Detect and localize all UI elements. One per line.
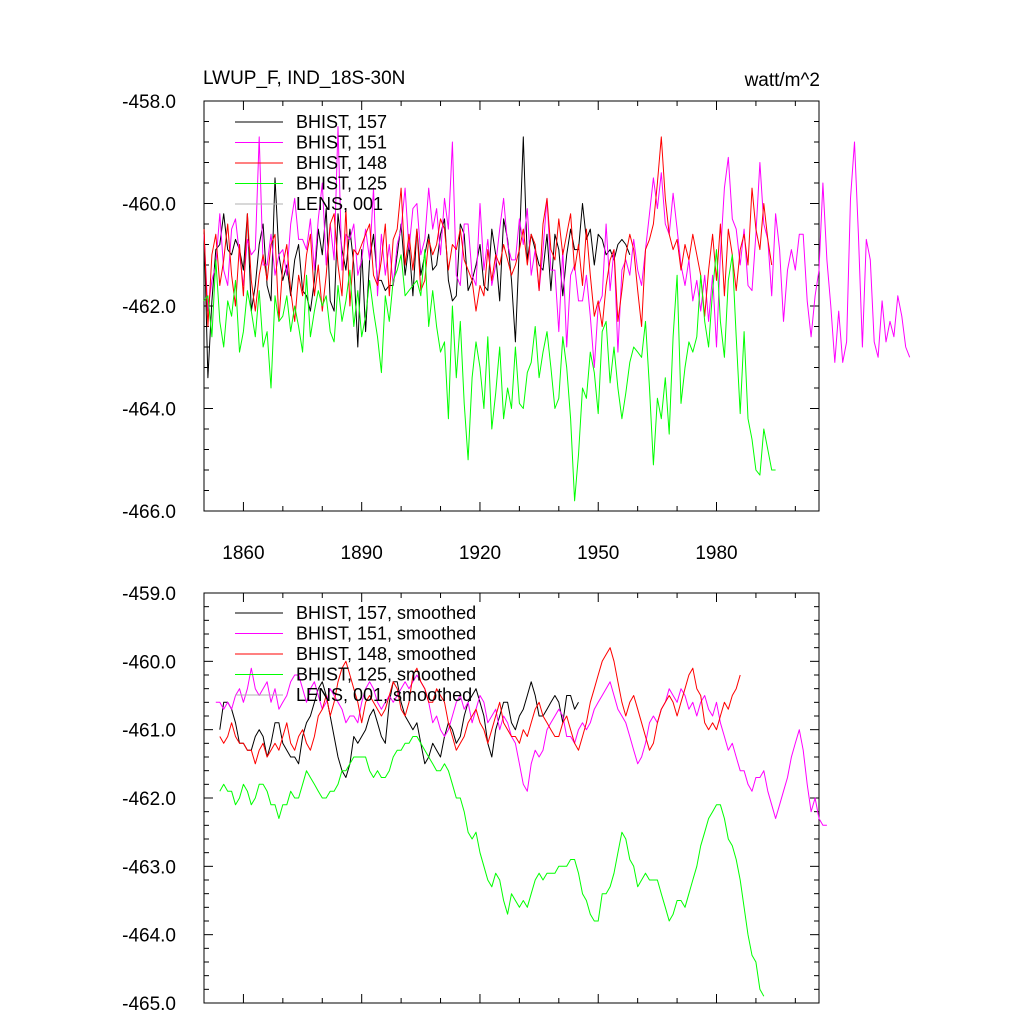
smoothed-panel: -465.0 -464.0 -463.0 -462.0 -461.0 -460.0 -459… — [122, 584, 827, 1015]
y-tick-label: -463.0 — [122, 857, 176, 878]
series-line-2 — [203, 126, 911, 368]
units-label: watt/m^2 — [744, 70, 820, 91]
legend-label: BHIST, 148 — [296, 153, 387, 173]
y-tick-label: -464.0 — [122, 926, 176, 947]
series-line-2 — [215, 667, 827, 826]
y-tick-label: -462.0 — [122, 297, 176, 318]
legend-label: BHIST, 125 — [296, 174, 387, 194]
legend-label: BHIST, 157, smoothed — [296, 603, 476, 623]
x-tick-label: 1980 — [695, 543, 737, 564]
y-tick-label: -466.0 — [122, 502, 176, 523]
x-tick-label: 1950 — [577, 543, 619, 564]
y-tick-label: -465.0 — [122, 994, 176, 1015]
series-line-3 — [203, 136, 773, 327]
legend-label: LENS, 001 — [296, 194, 383, 214]
y-tick-label: -464.0 — [122, 400, 176, 421]
x-tick-label: 1890 — [341, 543, 383, 564]
y-tick-label: -460.0 — [122, 195, 176, 216]
y-tick-label: -461.0 — [122, 721, 176, 742]
x-tick-label: 1920 — [459, 543, 501, 564]
legend-label: LENS, 001, smoothed — [296, 685, 472, 705]
x-tick-label: 1860 — [222, 543, 264, 564]
y-tick-label: -460.0 — [122, 652, 176, 673]
legend-label: BHIST, 125, smoothed — [296, 665, 476, 685]
y-tick-label: -458.0 — [122, 92, 176, 113]
series-line-4 — [203, 249, 776, 502]
series-line-3 — [219, 647, 741, 765]
figure-title: LWUP_F, IND_18S-30N — [203, 68, 405, 89]
series-line-4 — [219, 736, 765, 997]
legend-label: BHIST, 157 — [296, 112, 387, 132]
raw-panel: -466.0 -464.0 -462.0 -460.0 -458.0 1860 1890 19… — [122, 92, 911, 564]
legend-label: BHIST, 151 — [296, 133, 387, 153]
legend-label: BHIST, 148, smoothed — [296, 644, 476, 664]
y-tick-label: -462.0 — [122, 789, 176, 810]
legend-label: BHIST, 151, smoothed — [296, 624, 476, 644]
y-tick-label: -459.0 — [122, 584, 176, 605]
